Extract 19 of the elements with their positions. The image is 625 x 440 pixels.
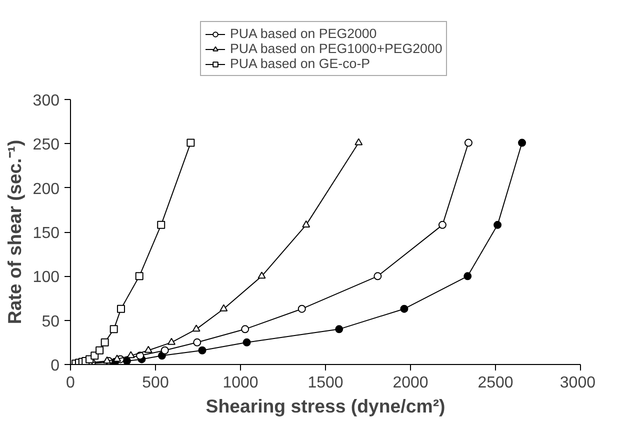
y-tick-label: 50 [42, 313, 60, 330]
x-tick-label: 2500 [478, 374, 514, 392]
y-tick-label: 0 [50, 358, 60, 374]
x-tick-label: 2000 [392, 374, 428, 392]
y-tick-label: 300 [32, 92, 60, 110]
x-tick-label: 0 [66, 374, 76, 392]
y-tick-label: 150 [32, 225, 60, 242]
legend-label: PUA based on GE-co-P [230, 56, 370, 71]
y-tick-label: 200 [32, 180, 60, 198]
x-tick-label: 3000 [560, 374, 596, 392]
y-tick-label: 100 [32, 269, 60, 286]
y-axis-title: Rate of shear (sec.⁻¹) [4, 140, 25, 324]
x-tick-label: 1500 [308, 374, 344, 392]
legend-label: PUA based on PEG1000+PEG2000 [230, 41, 442, 56]
x-axis-title: Shearing stress (dyne/cm²) [206, 396, 446, 416]
legend-label: PUA based on PEG2000 [230, 26, 377, 41]
x-tick-label: 1000 [222, 374, 258, 392]
y-tick-label: 250 [32, 136, 60, 154]
x-tick-label: 500 [142, 374, 169, 392]
